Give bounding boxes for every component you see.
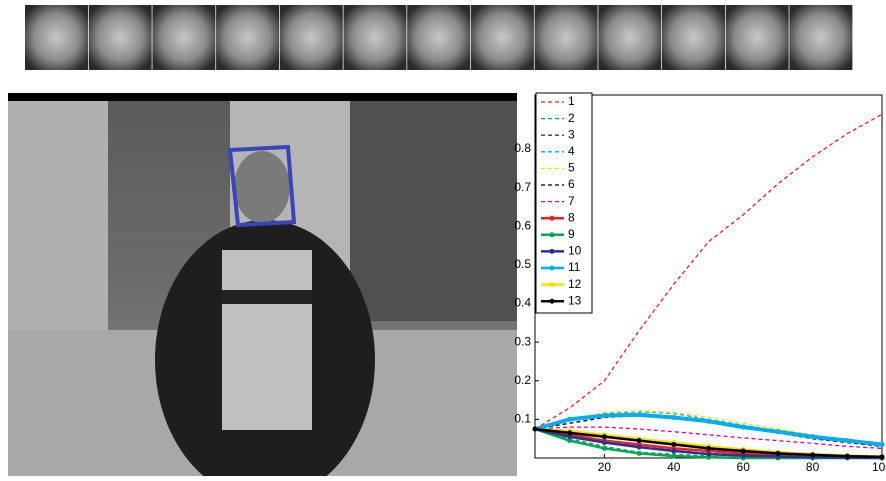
y-tick-label: 0.8 [514,141,531,155]
legend-marker [549,298,555,304]
legend-marker [549,265,555,271]
series-line [534,410,883,446]
y-tick-label: 0.1 [514,412,531,426]
legend-label: 11 [568,260,581,274]
face-thumb [216,5,280,70]
legend-label: 12 [568,277,582,291]
face-thumb [25,5,88,70]
face-thumb [534,5,598,70]
marker [601,413,607,419]
marker [671,448,677,454]
marker [740,453,746,459]
series-line [534,113,883,430]
marker [810,434,816,440]
legend-box [535,92,593,314]
marker [706,451,711,457]
legend-label: 5 [568,161,575,175]
marker [567,416,573,422]
marker [706,418,711,424]
y-tick-label: 0.7 [514,180,531,194]
marker [636,438,642,444]
marker [601,440,607,446]
series-line [534,414,883,448]
marker [775,450,781,456]
face-thumb [279,5,343,70]
y-tick-label: 0.2 [514,373,531,387]
marker [601,445,607,451]
face-thumb [789,5,853,70]
y-tick-label: 0.6 [514,218,531,232]
legend-label: 9 [568,227,575,241]
legend-marker [549,232,555,238]
series-line [534,426,883,449]
marker [810,452,816,458]
marker [601,434,607,440]
face-thumb [88,5,152,70]
marker [671,453,677,459]
x-tick-label: 60 [737,460,751,474]
legend-label: 8 [568,210,575,224]
face-thumb [343,5,407,70]
photo [8,93,517,481]
marker [671,414,677,420]
marker [706,445,711,451]
legend-label: 2 [568,111,575,125]
legend-label: 3 [568,127,575,141]
face-thumb [662,5,725,70]
face-thumb [152,5,216,70]
y-tick-label: 0.3 [514,334,531,348]
plot-area [534,94,883,459]
marker [879,441,885,447]
x-tick-label: 100 [872,460,886,474]
marker [844,453,850,459]
legend-label: 1 [568,94,575,108]
marker [636,444,642,450]
marker [740,448,746,454]
x-tick-label: 80 [806,460,820,474]
legend-marker [549,215,555,221]
marker [740,424,746,430]
legend-label: 6 [568,177,575,191]
marker [567,438,573,444]
legend-marker [549,282,555,288]
face-strip [25,5,853,70]
legend-label: 7 [568,194,575,208]
x-tick-label: 20 [598,460,612,474]
face-thumb [407,5,471,70]
face-thumb [725,5,789,70]
marker [636,412,642,418]
legend-marker [549,248,555,254]
marker [879,454,885,460]
marker [671,441,677,447]
x-tick-label: 40 [667,460,681,474]
face-thumb [470,5,534,70]
marker [844,438,850,444]
marker [775,429,781,435]
legend-label: 13 [568,293,582,307]
legend-label: 4 [568,144,575,158]
legend-label: 10 [568,244,582,258]
face-thumb [598,5,662,70]
y-tick-label: 0.4 [514,296,531,310]
marker [567,434,573,440]
marker [567,430,573,436]
y-tick-label: 0.5 [514,257,531,271]
marker [636,450,642,456]
marker [532,426,538,432]
